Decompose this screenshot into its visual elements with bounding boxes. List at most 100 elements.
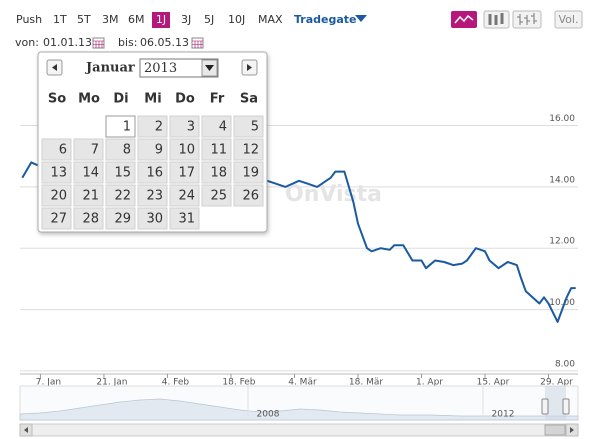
navigator-handle[interactable]: [541, 398, 549, 415]
day-cell[interactable]: [169, 115, 200, 138]
volume-label: Vol.: [559, 13, 579, 26]
period-button[interactable]: MAX: [258, 13, 283, 26]
day-cell[interactable]: [233, 184, 264, 207]
to-date[interactable]: 06.05.13: [140, 36, 189, 49]
toolbar: Vol. Tradegate Push 1T 5T 3M 6M 1J 3J 5J 10J MAX: [16, 10, 583, 29]
day-label: 15: [114, 166, 131, 181]
day-cell[interactable]: [169, 138, 200, 161]
day-label: 31: [178, 212, 195, 227]
day-cell[interactable]: [169, 184, 200, 207]
day-label: 12: [242, 143, 259, 158]
day-label: 22: [114, 189, 131, 204]
navigator-label: 2008: [257, 410, 280, 420]
day-label: 17: [178, 166, 195, 181]
day-cell[interactable]: [105, 161, 136, 184]
day-cell[interactable]: [233, 115, 264, 138]
day-cell[interactable]: [233, 138, 264, 161]
dropdown-arrow[interactable]: [355, 15, 367, 22]
next-arrow: [247, 64, 252, 71]
period-button[interactable]: 1J: [156, 13, 166, 26]
period-button[interactable]: 3J: [181, 13, 191, 26]
day-cell[interactable]: [41, 161, 72, 184]
day-cell[interactable]: [201, 115, 232, 138]
day-cell[interactable]: [201, 161, 232, 184]
period-selected[interactable]: [152, 12, 170, 28]
day-label: 4: [219, 120, 227, 135]
day-cell[interactable]: [105, 207, 136, 230]
day-cell[interactable]: [73, 184, 104, 207]
day-label: 2: [155, 120, 163, 135]
period-button[interactable]: 5J: [204, 13, 214, 26]
navigator-label: 2012: [492, 410, 515, 420]
day-label: 13: [50, 166, 67, 181]
day-cell[interactable]: [105, 115, 136, 138]
day-cell[interactable]: [41, 138, 72, 161]
day-cell[interactable]: [137, 161, 168, 184]
watermark: OnVista: [285, 182, 382, 207]
weekday-label: Mi: [144, 92, 161, 107]
navigator-window[interactable]: [545, 386, 566, 420]
day-cell[interactable]: [73, 161, 104, 184]
candle-icon: [488, 13, 504, 25]
day-label: 8: [123, 143, 131, 158]
day-cell[interactable]: [137, 138, 168, 161]
day-label: 21: [82, 189, 99, 204]
volume-button[interactable]: [554, 10, 583, 29]
y-tick-label: 12.00: [549, 237, 575, 247]
day-cell[interactable]: [137, 115, 168, 138]
to-label: bis:: [118, 36, 137, 49]
from-calendar-icon[interactable]: [92, 37, 105, 49]
from-date[interactable]: 01.01.13: [43, 36, 92, 49]
day-cell[interactable]: [169, 207, 200, 230]
month-label: Januar: [85, 61, 135, 76]
line-chart-button[interactable]: [451, 11, 477, 28]
period-button[interactable]: Push: [16, 13, 42, 26]
day-label: 20: [50, 189, 67, 204]
day-label: 11: [210, 143, 227, 158]
day-cell[interactable]: [233, 161, 264, 184]
x-tick-label: 1. Apr: [416, 378, 443, 388]
ohlc-icon: [517, 13, 537, 25]
calendar-icon-grid: [192, 40, 203, 48]
day-cell[interactable]: [105, 184, 136, 207]
y-tick-label: 10.00: [549, 298, 575, 308]
x-tick-label: 18. Mär: [349, 378, 383, 388]
weekday-label: Di: [113, 92, 128, 107]
period-button[interactable]: 10J: [228, 13, 245, 26]
day-cell[interactable]: [201, 184, 232, 207]
weekday-label: Mo: [78, 92, 100, 107]
day-cell[interactable]: [137, 207, 168, 230]
period-button[interactable]: 6M: [128, 13, 145, 26]
period-button[interactable]: 5T: [77, 13, 91, 26]
day-cell[interactable]: [105, 138, 136, 161]
day-label: 26: [242, 189, 259, 204]
day-label: 5: [251, 120, 259, 135]
weekday-label: Do: [175, 92, 195, 107]
day-label: 28: [82, 212, 99, 227]
day-cell[interactable]: [169, 161, 200, 184]
x-tick-label: 4. Feb: [162, 378, 190, 388]
period-button[interactable]: 1T: [53, 13, 67, 26]
navigator-handle[interactable]: [562, 398, 570, 415]
scroll-thumb[interactable]: [544, 424, 566, 436]
day-label: 30: [146, 212, 163, 227]
day-cell[interactable]: [201, 138, 232, 161]
day-label: 3: [187, 120, 195, 135]
day-cell[interactable]: [41, 184, 72, 207]
exchange-select[interactable]: Tradegate: [294, 13, 357, 26]
day-label: 10: [178, 143, 195, 158]
x-tick-label: 7. Jan: [36, 378, 61, 388]
day-cell[interactable]: [73, 138, 104, 161]
to-calendar-icon[interactable]: [191, 37, 204, 49]
from-label: von:: [15, 36, 39, 49]
period-button[interactable]: 3M: [102, 13, 119, 26]
day-cell[interactable]: [73, 207, 104, 230]
x-tick-label: 21. Jan: [96, 378, 127, 388]
day-cell[interactable]: [137, 184, 168, 207]
y-tick-label: 14.00: [549, 175, 575, 185]
day-cell[interactable]: [41, 207, 72, 230]
scrollbar-track[interactable]: [19, 423, 579, 437]
day-label: 29: [114, 212, 131, 227]
year-select[interactable]: [139, 58, 219, 78]
